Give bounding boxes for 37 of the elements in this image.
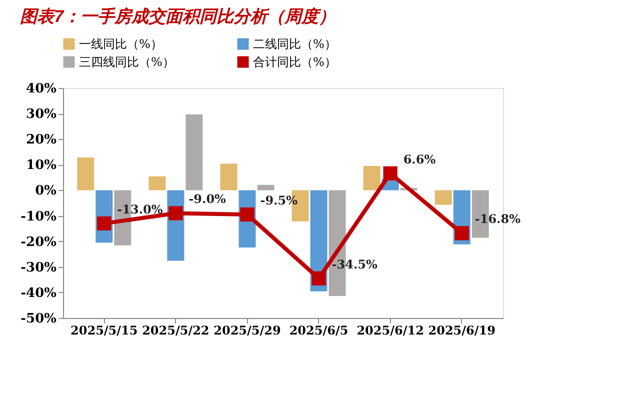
point xyxy=(168,206,183,220)
y-tick-label: -10% xyxy=(20,209,58,224)
bar xyxy=(434,190,452,205)
y-tick-label: -40% xyxy=(20,286,58,301)
x-tick-label: 2025/5/15 xyxy=(70,324,138,338)
legend-label: 二线同比（%） xyxy=(253,37,336,51)
y-tick-label: 0% xyxy=(35,184,58,199)
y-tick-label: -30% xyxy=(20,260,58,276)
bar xyxy=(77,158,94,190)
data-label: -16.8% xyxy=(474,212,522,226)
point xyxy=(312,271,326,286)
y-tick-label: 10% xyxy=(26,158,58,174)
data-label: -13.0% xyxy=(117,202,164,216)
bar xyxy=(186,114,203,190)
x-tick-label: 2025/6/5 xyxy=(289,324,348,338)
data-label: -34.5% xyxy=(332,257,378,272)
y-tick-label: 40% xyxy=(26,82,58,96)
x-tick-label: 2025/5/22 xyxy=(142,324,210,338)
bar xyxy=(148,176,166,190)
data-label: 6.6% xyxy=(403,152,436,166)
legend-label: 三四线同比（%） xyxy=(79,55,174,69)
x-tick-label: 2025/5/29 xyxy=(214,324,281,338)
y-tick-label: 20% xyxy=(26,132,58,148)
legend-label: 合计同比（%） xyxy=(253,55,336,69)
bar xyxy=(220,164,238,190)
legend-label: 一线同比（%） xyxy=(79,37,162,51)
x-tick-label: 2025/6/19 xyxy=(428,324,496,338)
y-tick-label: -20% xyxy=(20,234,58,250)
point xyxy=(454,226,469,240)
bar xyxy=(363,166,380,190)
y-tick-label: 30% xyxy=(26,107,58,122)
chart-title: 图表7：一手房成交面积同比分析（周度） xyxy=(20,7,336,26)
bar xyxy=(257,184,274,190)
point xyxy=(383,166,398,180)
x-tick-label: 2025/6/12 xyxy=(356,324,424,338)
y-tick-label: -50% xyxy=(20,312,58,326)
data-label: -9.0% xyxy=(188,192,227,206)
